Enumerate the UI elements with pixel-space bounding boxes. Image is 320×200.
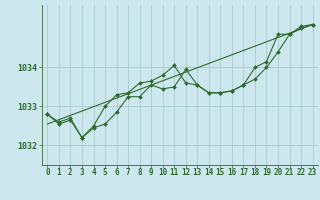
Text: Graphe pression niveau de la mer (hPa): Graphe pression niveau de la mer (hPa) [48,183,272,193]
